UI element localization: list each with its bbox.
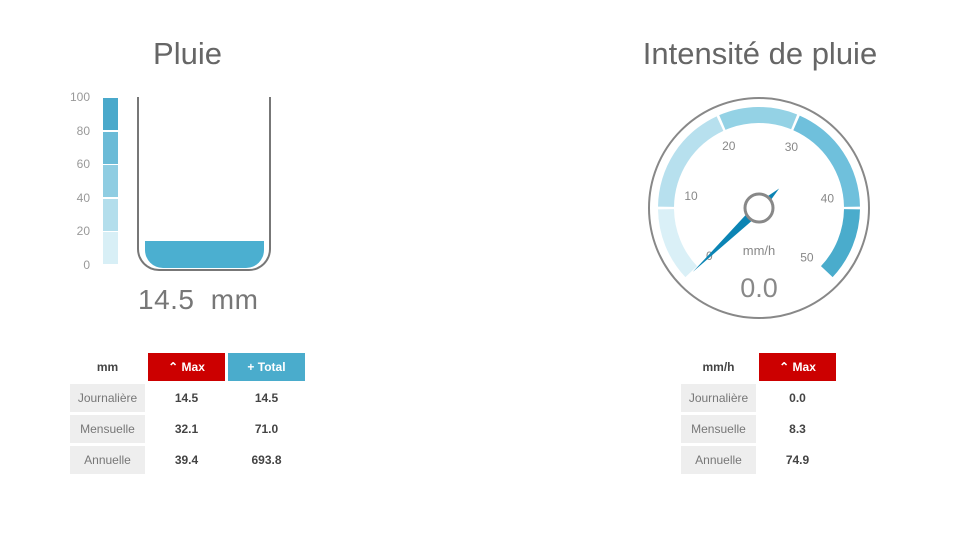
table-row: Journalière 14.5 14.5 bbox=[70, 384, 305, 412]
gauge-band bbox=[658, 116, 724, 207]
rain-rate-table: mm/h ⌃ Max Journalière 0.0 Mensuelle 8.3 A… bbox=[678, 350, 839, 477]
scale-label: 60 bbox=[76, 157, 90, 171]
rain-title: Pluie bbox=[153, 36, 222, 71]
plus-icon: + bbox=[247, 360, 255, 374]
table-row: Mensuelle 32.1 71.0 bbox=[70, 415, 305, 443]
gauge-value: 0.0 bbox=[740, 273, 778, 303]
max-header[interactable]: ⌃ Max bbox=[148, 353, 225, 381]
gauge-tick-label: 50 bbox=[800, 251, 814, 265]
rain-table: mm ⌃ Max + Total Journalière 14.5 14.5 Men… bbox=[67, 350, 308, 477]
needle-hub bbox=[743, 192, 775, 224]
scale-label: 80 bbox=[76, 124, 90, 138]
rain-level-fill bbox=[145, 241, 264, 268]
scale-block bbox=[103, 165, 118, 198]
gauge-band bbox=[793, 115, 860, 207]
gauge-needle bbox=[692, 188, 780, 272]
scale-block bbox=[103, 98, 118, 130]
gauge-tick-label: 10 bbox=[684, 189, 698, 203]
scale-label: 0 bbox=[83, 258, 90, 272]
chevron-up-icon: ⌃ bbox=[779, 360, 790, 374]
total-header[interactable]: + Total bbox=[228, 353, 305, 381]
gauge-band bbox=[719, 107, 798, 130]
rain-rate-title: Intensité de pluie bbox=[642, 36, 878, 71]
gauge-band bbox=[658, 209, 698, 278]
rain-unit: mm bbox=[210, 284, 259, 315]
scale-label: 40 bbox=[76, 191, 90, 205]
gauge-tick-label: 30 bbox=[785, 140, 799, 154]
rain-value: 14.5 bbox=[138, 284, 195, 315]
scale-block bbox=[103, 131, 118, 164]
scale-block bbox=[103, 198, 118, 231]
rain-reading: 14.5 mm bbox=[138, 284, 258, 316]
table-row: Annuelle 74.9 bbox=[681, 446, 836, 474]
rain-gauge-tube bbox=[137, 97, 271, 271]
gauge-tick-label: 20 bbox=[722, 139, 736, 153]
unit-header: mm bbox=[96, 360, 119, 374]
gauge-band bbox=[820, 209, 860, 278]
gauge-unit: mm/h bbox=[743, 243, 776, 258]
table-row: Journalière 0.0 bbox=[681, 384, 836, 412]
rain-rate-gauge: 01020304050 mm/h 0.0 bbox=[648, 97, 870, 319]
scale-label: 100 bbox=[69, 90, 90, 104]
table-row: Annuelle 39.4 693.8 bbox=[70, 446, 305, 474]
max-header[interactable]: ⌃ Max bbox=[759, 353, 836, 381]
chevron-up-icon: ⌃ bbox=[168, 360, 179, 374]
scale-label: 20 bbox=[76, 224, 90, 238]
unit-header: mm/h bbox=[702, 360, 735, 374]
gauge-tick-label: 40 bbox=[821, 191, 835, 205]
scale-block bbox=[103, 232, 118, 265]
table-row: Mensuelle 8.3 bbox=[681, 415, 836, 443]
